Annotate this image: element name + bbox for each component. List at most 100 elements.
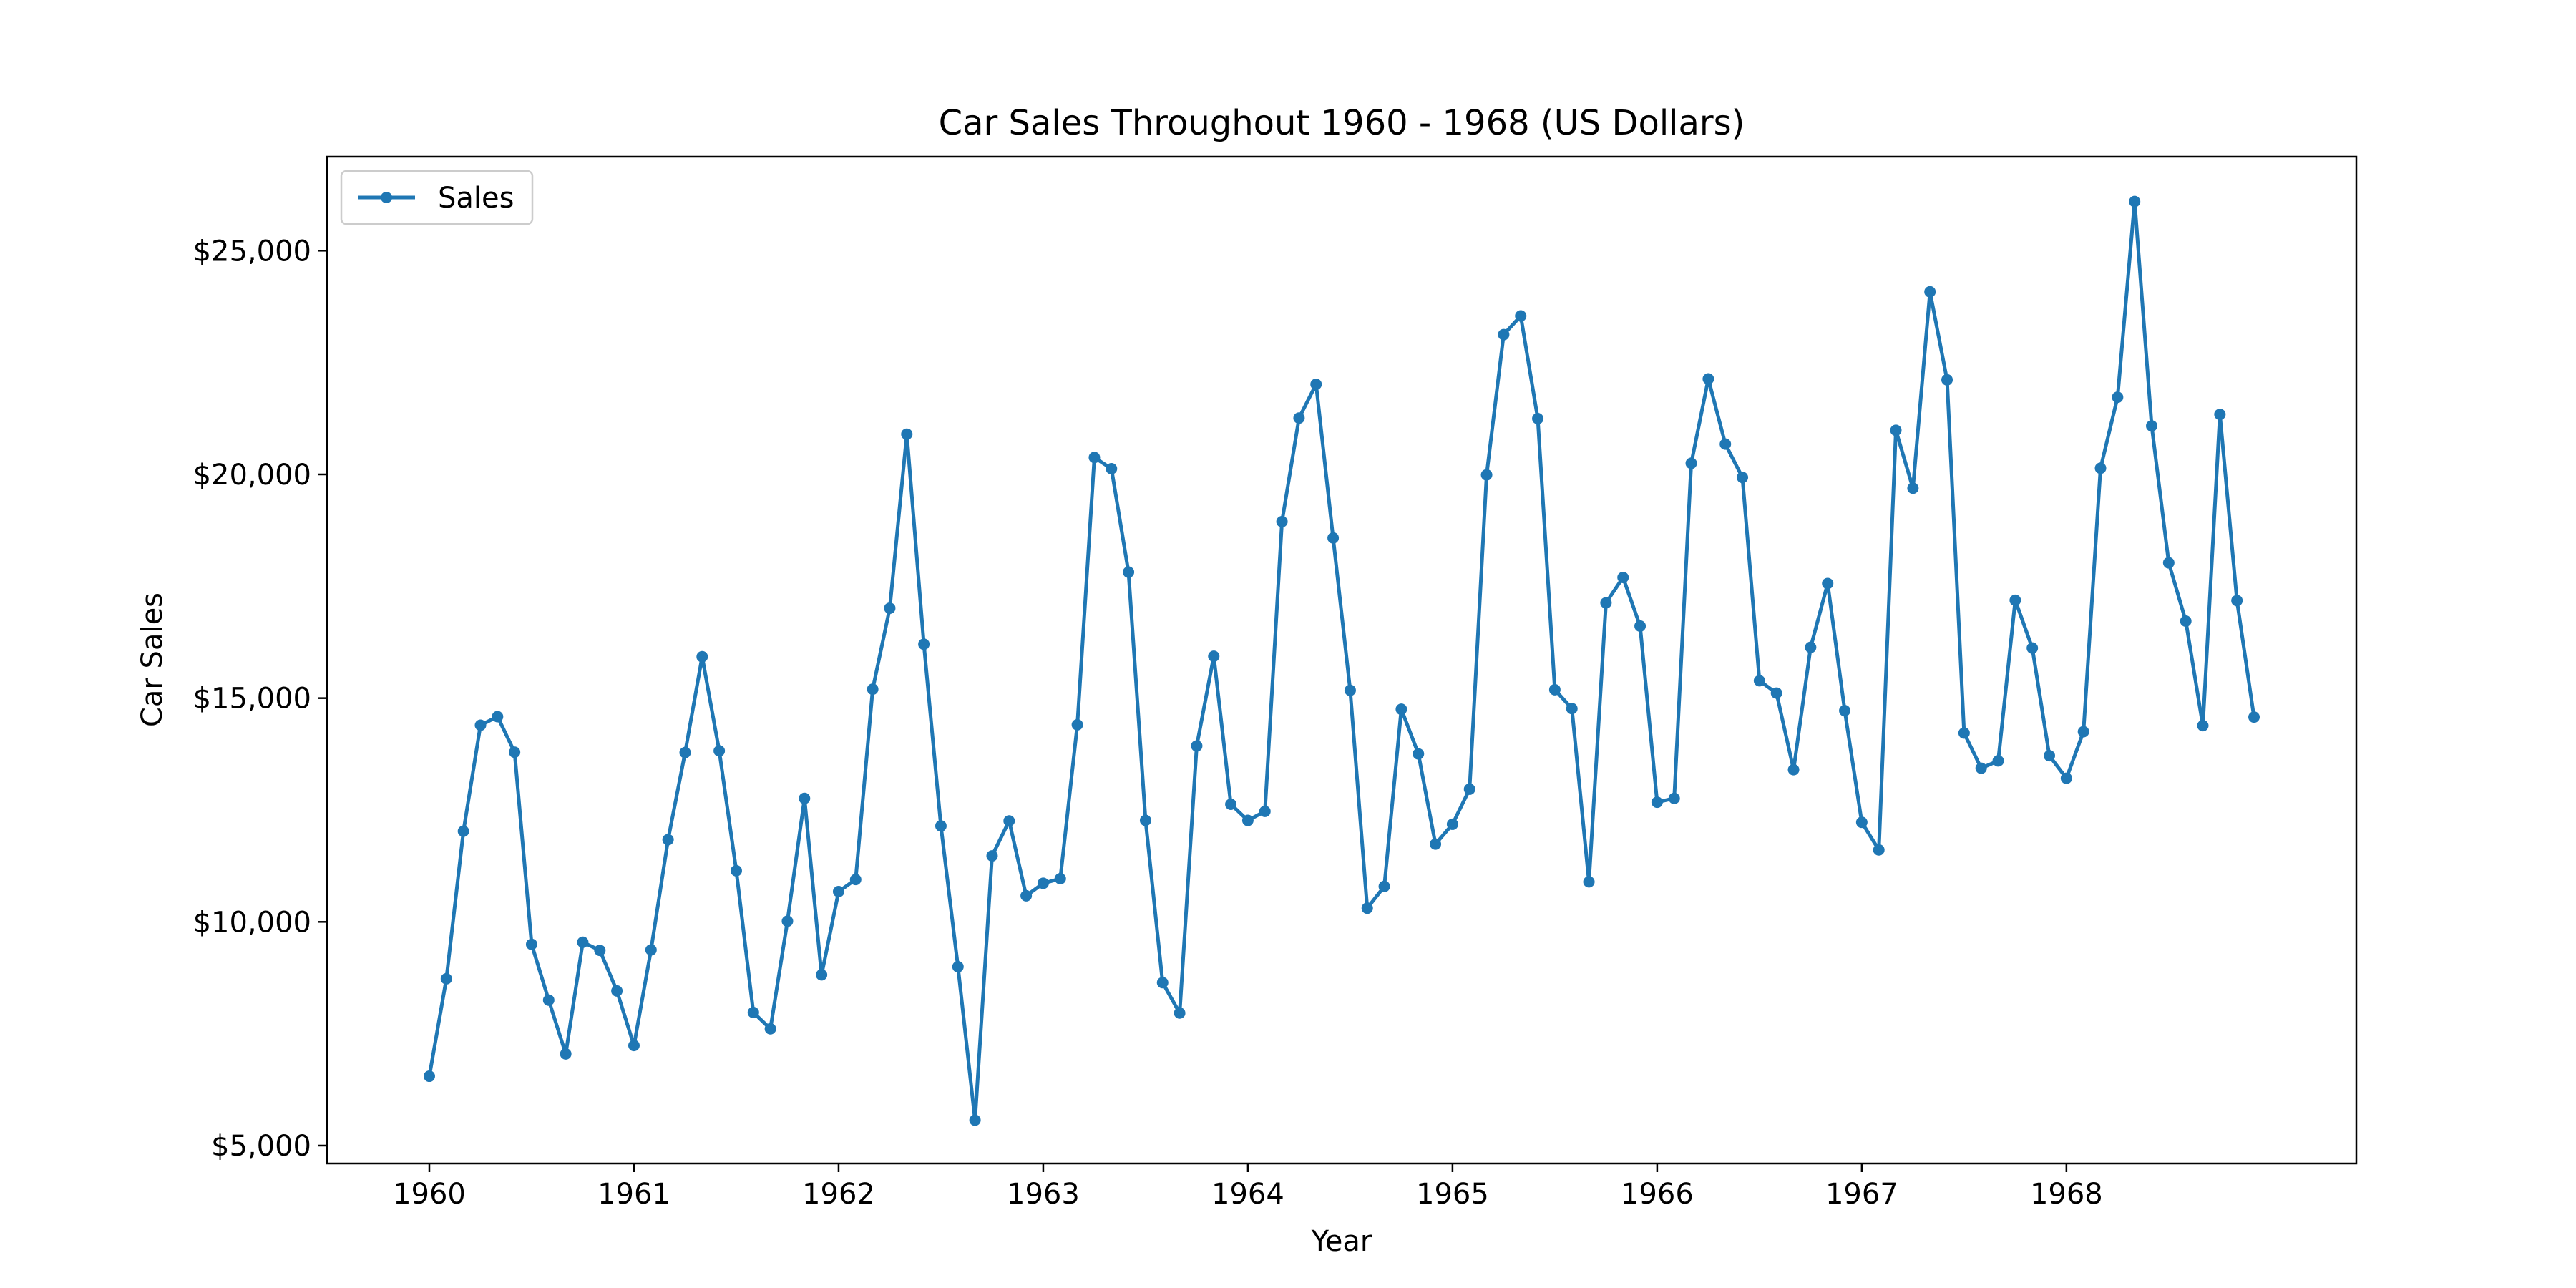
data-point — [1139, 814, 1151, 826]
data-point — [2162, 557, 2175, 569]
data-point — [1378, 880, 1390, 892]
chart-title: Car Sales Throughout 1960 - 1968 (US Dol… — [939, 103, 1745, 143]
series-layer — [423, 195, 2260, 1126]
data-point — [1037, 877, 1049, 889]
data-point — [1156, 977, 1169, 989]
data-point — [935, 820, 947, 832]
data-point — [1992, 755, 2004, 767]
data-point — [1515, 310, 1527, 322]
data-point — [662, 834, 674, 846]
data-point — [1463, 783, 1475, 795]
y-tick-label: $25,000 — [193, 235, 311, 268]
data-point — [577, 936, 589, 948]
data-point — [1668, 792, 1680, 804]
data-point — [1532, 413, 1544, 425]
data-point — [1975, 762, 1987, 774]
data-point — [1293, 412, 1305, 424]
data-point — [1839, 705, 1851, 717]
x-tick-label: 1963 — [1007, 1178, 1080, 1211]
y-tick-label: $10,000 — [193, 906, 311, 939]
data-point — [594, 945, 606, 957]
data-point — [2248, 711, 2260, 723]
legend: Sales — [340, 170, 534, 225]
data-point — [1855, 816, 1868, 829]
data-point — [1958, 727, 1970, 739]
data-point — [1003, 815, 1015, 827]
data-point — [1020, 889, 1033, 902]
data-point — [1054, 872, 1066, 884]
data-point — [1123, 566, 1135, 578]
x-tick-label: 1964 — [1211, 1178, 1284, 1211]
data-point — [474, 719, 487, 731]
data-point — [525, 938, 537, 950]
data-point — [1753, 675, 1765, 687]
series-line-sales — [427, 200, 2256, 1122]
data-point — [2009, 594, 2021, 606]
data-point — [1941, 374, 1953, 386]
data-point — [1548, 683, 1561, 696]
data-point — [2231, 595, 2243, 607]
data-point — [1259, 805, 1271, 817]
data-point — [1566, 703, 1578, 715]
data-point — [901, 428, 913, 440]
data-point — [816, 969, 828, 981]
data-point — [832, 885, 844, 897]
data-point — [1737, 472, 1749, 484]
data-point — [867, 683, 879, 696]
data-point — [799, 792, 811, 804]
x-tick-label: 1961 — [597, 1178, 670, 1211]
data-point — [679, 746, 691, 758]
data-point — [1719, 438, 1732, 450]
y-axis-title: Car Sales — [136, 592, 169, 727]
data-point — [1634, 620, 1646, 632]
ticks-layer: 1960 1961 1962 1963 1964 1965 1966 1967 1968 $5,0… — [193, 235, 2103, 1211]
data-point — [1327, 532, 1340, 544]
data-point — [1498, 328, 1510, 341]
x-tick-label: 1966 — [1621, 1178, 1694, 1211]
y-tick-label: $5,000 — [211, 1130, 311, 1163]
data-point — [764, 1023, 776, 1035]
data-point — [628, 1040, 640, 1052]
data-point — [2026, 642, 2039, 654]
data-point — [1651, 796, 1663, 809]
data-point — [1805, 641, 1817, 653]
data-point — [457, 825, 469, 837]
data-point — [1430, 838, 1442, 850]
data-point — [1480, 469, 1493, 481]
data-point — [781, 915, 794, 927]
data-point — [1191, 740, 1203, 752]
legend-label-sales: Sales — [438, 182, 514, 215]
x-tick-label: 1967 — [1825, 1178, 1898, 1211]
data-point — [2197, 720, 2209, 732]
data-point — [1787, 763, 1800, 776]
data-point — [1617, 572, 1629, 583]
data-point — [986, 850, 998, 862]
plot-frame — [326, 155, 2358, 1165]
data-point — [1225, 798, 1237, 810]
data-point — [1106, 462, 1118, 474]
data-point — [2146, 420, 2158, 432]
x-tick-label: 1965 — [1416, 1178, 1489, 1211]
data-point — [1310, 378, 1322, 390]
data-point — [1770, 687, 1782, 699]
data-point — [969, 1114, 981, 1126]
data-point — [1702, 373, 1714, 385]
data-point — [440, 972, 452, 985]
legend-marker-sales — [381, 192, 392, 203]
data-point — [1174, 1007, 1186, 1019]
data-point — [2060, 772, 2072, 784]
data-point — [1395, 703, 1407, 716]
data-point — [2129, 195, 2141, 208]
data-point — [696, 650, 708, 663]
data-point — [611, 985, 623, 997]
data-point — [1446, 818, 1458, 830]
data-point — [560, 1048, 572, 1060]
data-point — [1822, 577, 1834, 590]
data-point — [849, 874, 862, 886]
data-point — [1413, 748, 1425, 760]
data-point — [1924, 286, 1936, 298]
data-point — [730, 864, 742, 877]
data-point — [2077, 726, 2089, 738]
